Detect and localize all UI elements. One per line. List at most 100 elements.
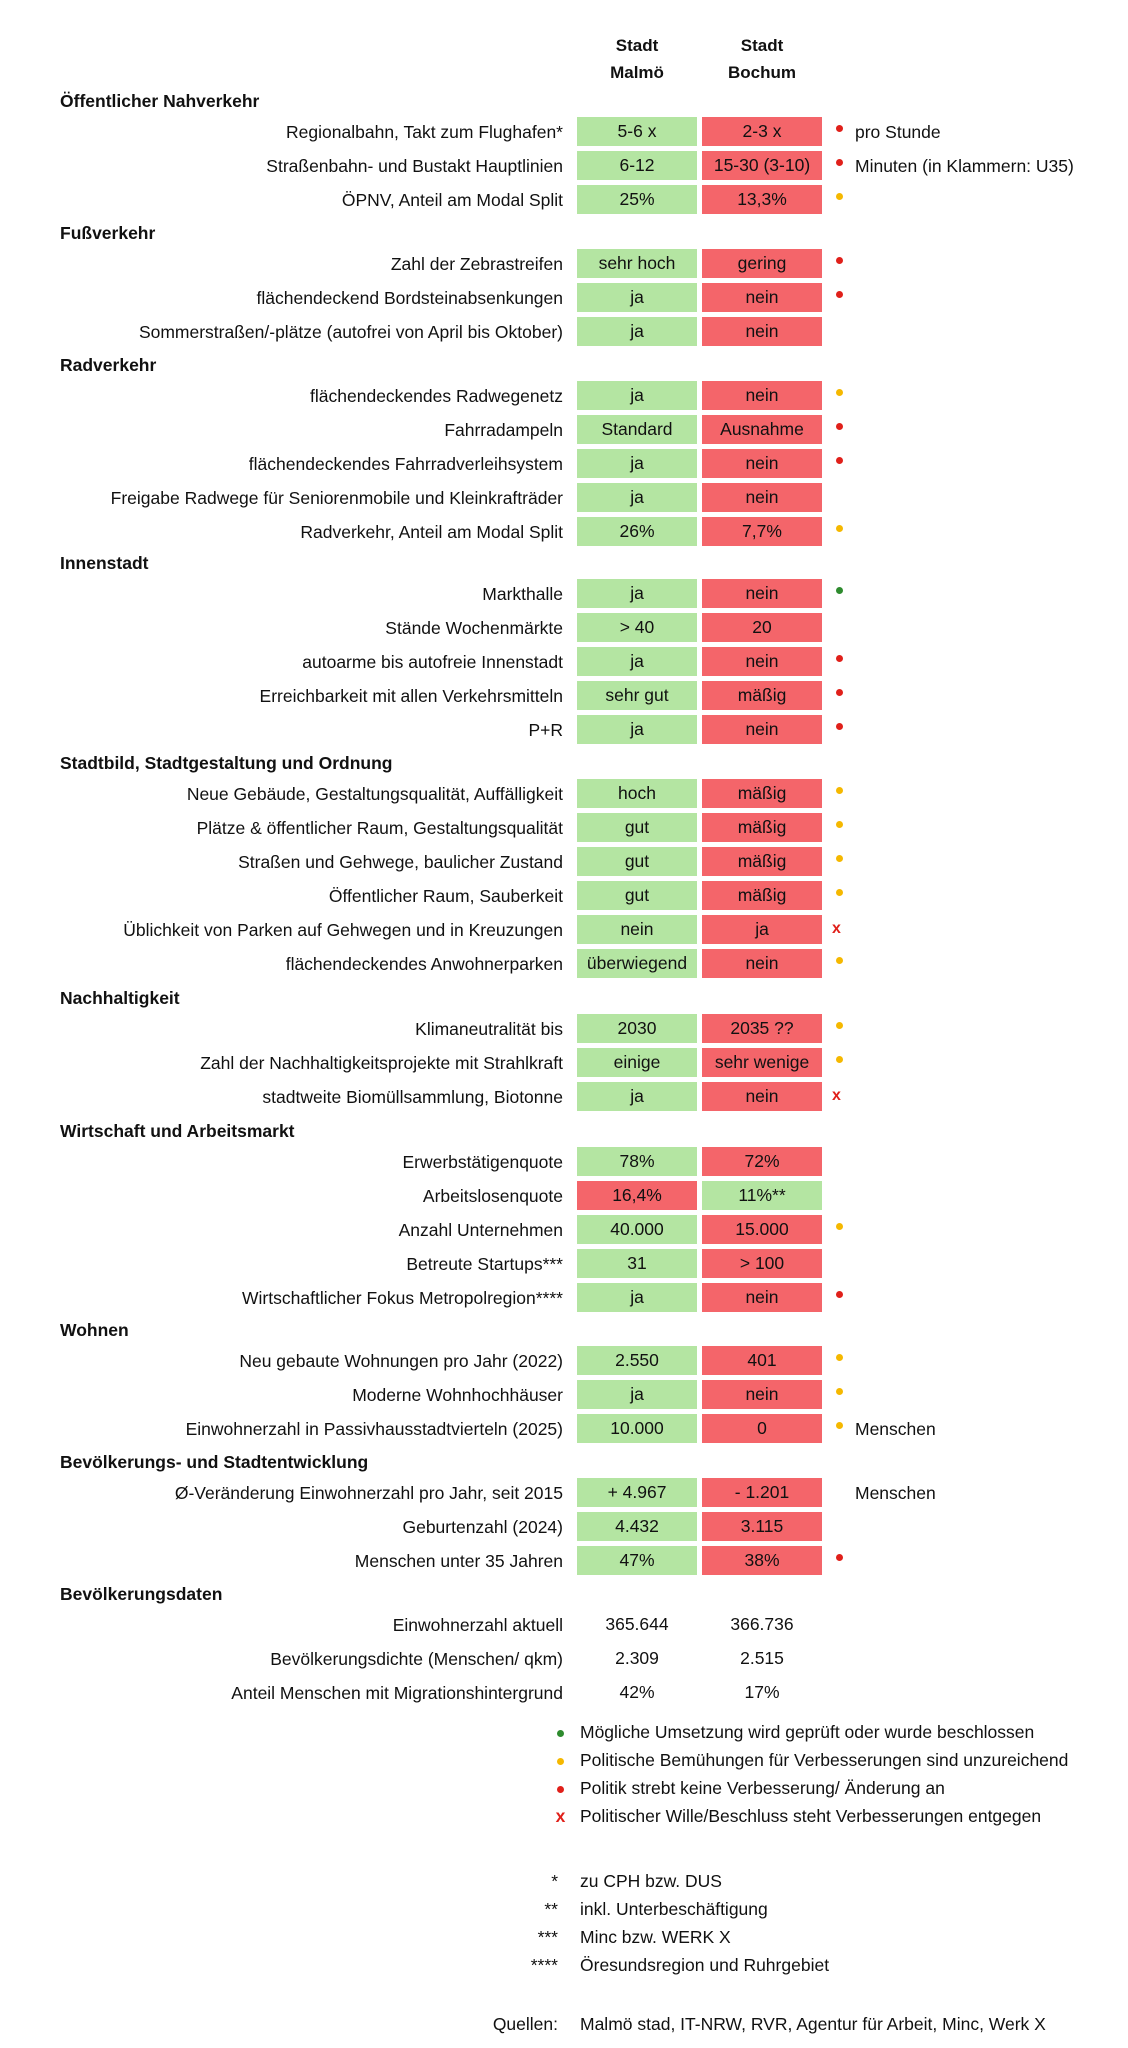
status-red-dot-icon bbox=[836, 1554, 843, 1561]
malmo-value: ja bbox=[577, 647, 697, 676]
legend-x-icon: x bbox=[555, 1806, 566, 1826]
row-label: Menschen unter 35 Jahren bbox=[354, 1551, 563, 1571]
row-label: flächendeckend Bordsteinabsenkungen bbox=[256, 288, 563, 308]
status-red-dot-icon bbox=[836, 423, 843, 430]
row-label: Einwohnerzahl in Passivhausstadtvierteln… bbox=[185, 1419, 563, 1439]
bochum-value: mäßig bbox=[702, 881, 822, 910]
bochum-value: 0 bbox=[702, 1414, 822, 1443]
legend-text: Politik strebt keine Verbesserung/ Änder… bbox=[580, 1778, 945, 1798]
malmo-value: ja bbox=[577, 1380, 697, 1409]
legend-yellow-dot-icon bbox=[557, 1757, 564, 1765]
legend-green-dot-icon bbox=[557, 1729, 564, 1737]
row-label: Ø-Veränderung Einwohnerzahl pro Jahr, se… bbox=[174, 1483, 563, 1503]
section-title: Innenstadt bbox=[60, 553, 149, 573]
malmo-value: Standard bbox=[577, 415, 697, 444]
section-title: Bevölkerungsdaten bbox=[60, 1584, 223, 1604]
malmo-value: gut bbox=[577, 813, 697, 842]
malmo-value: 42% bbox=[619, 1682, 655, 1702]
row-label: P+R bbox=[528, 720, 563, 740]
row-note: pro Stunde bbox=[855, 122, 941, 142]
status-x-icon: x bbox=[832, 920, 841, 937]
malmo-value: ja bbox=[577, 1082, 697, 1111]
malmo-value: 10.000 bbox=[577, 1414, 697, 1443]
row-label: Moderne Wohnhochhäuser bbox=[352, 1385, 563, 1405]
row-label: autoarme bis autofreie Innenstadt bbox=[302, 652, 563, 672]
bochum-value: 2.515 bbox=[740, 1648, 784, 1668]
row-label: Neu gebaute Wohnungen pro Jahr (2022) bbox=[239, 1351, 563, 1371]
section-title: Fußverkehr bbox=[60, 223, 156, 243]
row-label: Zahl der Zebrastreifen bbox=[390, 254, 563, 274]
row-label: Geburtenzahl (2024) bbox=[402, 1517, 563, 1537]
status-yellow-dot-icon bbox=[836, 193, 843, 200]
status-red-dot-icon bbox=[836, 457, 843, 464]
legend-red-dot-icon bbox=[557, 1785, 564, 1793]
row-label: Freigabe Radwege für Seniorenmobile und … bbox=[110, 488, 563, 508]
section-title: Bevölkerungs- und Stadtentwicklung bbox=[60, 1452, 369, 1472]
row-label: Neue Gebäude, Gestaltungsqualität, Auffä… bbox=[186, 784, 563, 804]
status-x-icon: x bbox=[832, 1087, 841, 1104]
row-label: Wirtschaftlicher Fokus Metropolregion***… bbox=[242, 1288, 563, 1308]
malmo-value: ja bbox=[577, 449, 697, 478]
row-label: Fahrradampeln bbox=[444, 420, 563, 440]
row-label: stadtweite Biomüllsammlung, Biotonne bbox=[262, 1087, 563, 1107]
malmo-value: sehr hoch bbox=[577, 249, 697, 278]
status-yellow-dot-icon bbox=[836, 1422, 843, 1429]
malmo-value: 47% bbox=[577, 1546, 697, 1575]
bochum-value: mäßig bbox=[702, 813, 822, 842]
bochum-value: sehr wenige bbox=[702, 1048, 822, 1077]
section-title: Öffentlicher Nahverkehr bbox=[60, 91, 260, 111]
malmo-value: ja bbox=[577, 715, 697, 744]
malmo-value: 78% bbox=[577, 1147, 697, 1176]
malmo-value: 6-12 bbox=[577, 151, 697, 180]
malmo-value: gut bbox=[577, 847, 697, 876]
status-red-dot-icon bbox=[836, 159, 843, 166]
malmo-value: 40.000 bbox=[577, 1215, 697, 1244]
row-label: Arbeitslosenquote bbox=[422, 1186, 563, 1206]
bochum-value: nein bbox=[702, 283, 822, 312]
row-label: ÖPNV, Anteil am Modal Split bbox=[341, 190, 563, 210]
bochum-value: gering bbox=[702, 249, 822, 278]
row-label: Radverkehr, Anteil am Modal Split bbox=[300, 522, 563, 542]
malmo-value: ja bbox=[577, 381, 697, 410]
status-red-dot-icon bbox=[836, 257, 843, 264]
legend-text: Politischer Wille/Beschluss steht Verbes… bbox=[580, 1806, 1042, 1826]
bochum-value: nein bbox=[702, 1082, 822, 1111]
bochum-value: nein bbox=[702, 449, 822, 478]
footnote-text: Minc bzw. WERK X bbox=[580, 1927, 731, 1947]
bochum-value: mäßig bbox=[702, 847, 822, 876]
malmo-value: gut bbox=[577, 881, 697, 910]
malmo-value: 25% bbox=[577, 185, 697, 214]
bochum-value: - 1.201 bbox=[702, 1478, 822, 1507]
footnote-text: zu CPH bzw. DUS bbox=[580, 1871, 722, 1891]
bochum-value: 401 bbox=[702, 1346, 822, 1375]
status-yellow-dot-icon bbox=[836, 787, 843, 794]
row-label: Markthalle bbox=[482, 584, 563, 604]
bochum-value: nein bbox=[702, 715, 822, 744]
row-label: Erwerbstätigenquote bbox=[402, 1152, 563, 1172]
sources-label: Quellen: bbox=[492, 2014, 558, 2034]
row-label: Straßen und Gehwege, baulicher Zustand bbox=[238, 852, 563, 872]
malmo-value: überwiegend bbox=[577, 949, 697, 978]
malmo-value: ja bbox=[577, 483, 697, 512]
row-label: flächendeckendes Fahrradverleihsystem bbox=[248, 454, 563, 474]
row-label: Bevölkerungsdichte (Menschen/ qkm) bbox=[270, 1649, 563, 1669]
status-red-dot-icon bbox=[836, 689, 843, 696]
status-yellow-dot-icon bbox=[836, 1022, 843, 1029]
row-label: flächendeckendes Radwegenetz bbox=[310, 386, 563, 406]
bochum-value: 11%** bbox=[702, 1181, 822, 1210]
malmo-value: 365.644 bbox=[605, 1614, 669, 1634]
bochum-value: nein bbox=[702, 949, 822, 978]
legend-symbol bbox=[548, 1721, 573, 1743]
row-note: Minuten (in Klammern: U35) bbox=[855, 156, 1074, 176]
bochum-value: nein bbox=[702, 647, 822, 676]
legend-symbol bbox=[548, 1777, 573, 1799]
legend-text: Mögliche Umsetzung wird geprüft oder wur… bbox=[580, 1722, 1035, 1742]
malmo-value: 2.550 bbox=[577, 1346, 697, 1375]
status-yellow-dot-icon bbox=[836, 889, 843, 896]
row-note: Menschen bbox=[855, 1419, 936, 1439]
status-yellow-dot-icon bbox=[836, 389, 843, 396]
bochum-value: 20 bbox=[702, 613, 822, 642]
row-label: Plätze & öffentlicher Raum, Gestaltungsq… bbox=[196, 818, 563, 838]
malmo-value: 26% bbox=[577, 517, 697, 546]
